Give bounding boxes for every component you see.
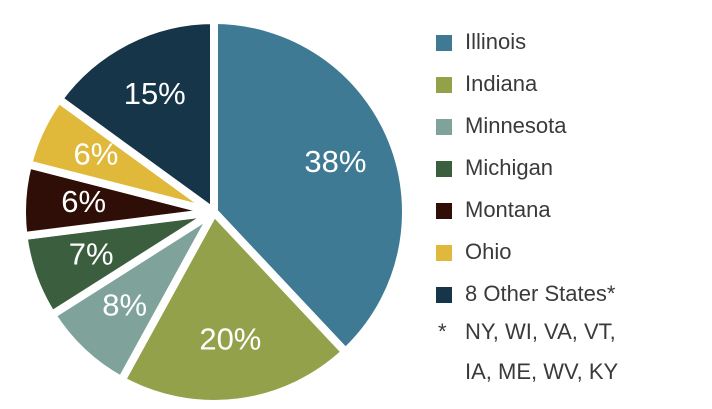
footnote-marker: * xyxy=(438,319,447,344)
legend-swatch xyxy=(436,119,452,135)
legend-swatch xyxy=(436,287,452,303)
legend-swatch xyxy=(436,77,452,93)
footnote-line: NY, WI, VA, VT, xyxy=(465,319,616,344)
data-label: 6% xyxy=(73,137,118,172)
data-label: 38% xyxy=(304,144,366,179)
data-label: 6% xyxy=(61,184,106,219)
pie-slice xyxy=(53,15,218,220)
legend-label: Ohio xyxy=(465,239,511,264)
data-label: 7% xyxy=(69,236,114,271)
legend-label: Illinois xyxy=(465,29,526,54)
legend-swatch xyxy=(436,245,452,261)
legend-swatch xyxy=(436,203,452,219)
data-label: 8% xyxy=(102,287,147,322)
legend-label: 8 Other States* xyxy=(465,281,616,306)
legend-label: Montana xyxy=(465,197,551,222)
legend-swatch xyxy=(436,161,452,177)
pie-slice xyxy=(210,15,410,358)
legend-label: Indiana xyxy=(465,71,538,96)
data-label: 20% xyxy=(199,322,261,357)
footnote-line: IA, ME, WV, KY xyxy=(465,359,619,384)
legend-label: Minnesota xyxy=(465,113,567,138)
legend-label: Michigan xyxy=(465,155,553,180)
legend-swatch xyxy=(436,35,452,51)
data-label: 15% xyxy=(124,76,186,111)
pie-slice xyxy=(116,205,352,408)
